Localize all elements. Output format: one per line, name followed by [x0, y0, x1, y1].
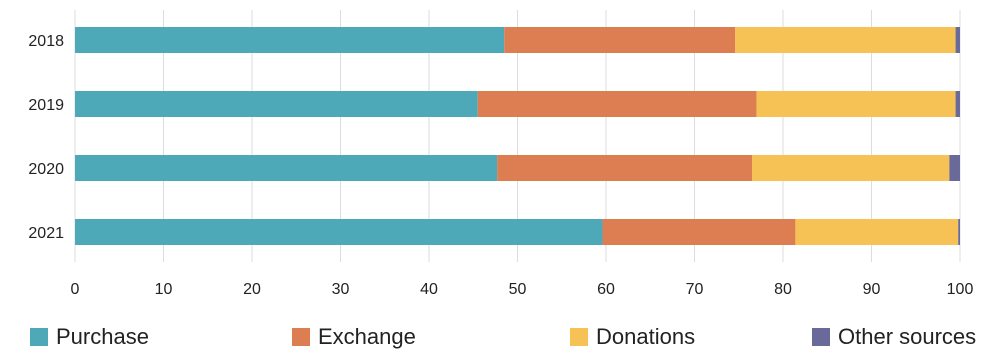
y-tick-label-2018: 2018: [28, 33, 64, 50]
bars: [75, 27, 960, 245]
bar-2020-donations: [752, 155, 950, 181]
y-tick-label-2021: 2021: [28, 225, 64, 242]
legend-item-exchange: Exchange: [292, 324, 416, 350]
bar-2018-other-sources: [955, 27, 960, 53]
legend-item-other-sources: Other sources: [812, 324, 976, 350]
legend-label: Donations: [596, 324, 696, 349]
legend-swatch: [30, 328, 48, 346]
x-tick-label: 50: [509, 281, 527, 298]
bar-2019-exchange: [477, 91, 757, 117]
legend-label: Exchange: [318, 324, 416, 349]
bar-2020-purchase: [75, 155, 498, 181]
legend-label: Purchase: [56, 324, 149, 349]
y-tick-label-2019: 2019: [28, 97, 64, 114]
x-tick-label: 80: [774, 281, 792, 298]
x-axis-labels: 0 10 20 30 40 50 60 70 80 90 100: [71, 281, 974, 298]
x-tick-label: 0: [71, 281, 80, 298]
legend-item-donations: Donations: [570, 324, 695, 350]
bar-2018-donations: [735, 27, 956, 53]
bar-2019-donations: [756, 91, 956, 117]
y-tick-label-2020: 2020: [28, 161, 64, 178]
bar-2019-purchase: [75, 91, 478, 117]
x-tick-label: 20: [243, 281, 261, 298]
x-tick-label: 60: [597, 281, 615, 298]
bar-2021-donations: [795, 219, 959, 245]
x-tick-label: 90: [863, 281, 881, 298]
bar-2019-other-sources: [955, 91, 960, 117]
x-tick-label: 100: [947, 281, 974, 298]
x-tick-label: 30: [332, 281, 350, 298]
bar-2021-purchase: [75, 219, 603, 245]
legend-label: Other sources: [838, 324, 977, 349]
x-tick-label: 10: [155, 281, 173, 298]
bar-2020-exchange: [497, 155, 753, 181]
bar-2021-other-sources: [958, 219, 960, 245]
bar-2018-exchange: [504, 27, 736, 53]
bar-2020-other-sources: [949, 155, 960, 181]
y-axis-labels: 2018 2019 2020 2021: [28, 33, 64, 242]
legend-swatch: [812, 328, 830, 346]
legend-swatch: [570, 328, 588, 346]
legend: Purchase Exchange Donations Other sources: [0, 324, 998, 350]
x-tick-label: 40: [420, 281, 438, 298]
bar-2018-purchase: [75, 27, 505, 53]
legend-item-purchase: Purchase: [30, 324, 149, 350]
legend-swatch: [292, 328, 310, 346]
bar-2021-exchange: [602, 219, 796, 245]
x-tick-label: 70: [686, 281, 704, 298]
